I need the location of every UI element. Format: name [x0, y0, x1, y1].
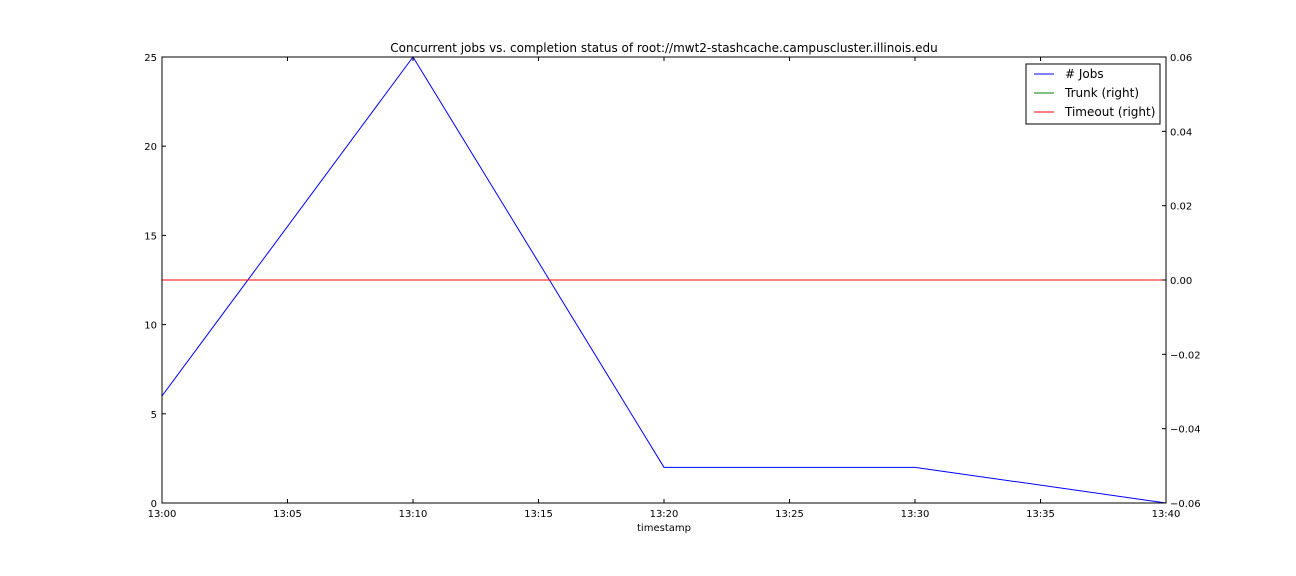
- y-right-tick-label: −0.02: [1170, 350, 1201, 361]
- x-tick-label: 13:00: [148, 509, 177, 520]
- x-tick-label: 13:20: [650, 509, 679, 520]
- x-tick-label: 13:05: [273, 509, 302, 520]
- y-right-tick-label: 0.04: [1170, 127, 1192, 138]
- y-axis-left: 0 5 10 15 20 25: [144, 53, 166, 510]
- legend-label-timeout-right: Timeout (right): [1064, 105, 1155, 119]
- y-left-tick-label: 20: [144, 142, 157, 153]
- legend: # Jobs Trunk (right) Timeout (right): [1025, 63, 1161, 125]
- chart-title: Concurrent jobs vs. completion status of…: [390, 41, 937, 55]
- y-left-tick-label: 10: [144, 321, 157, 332]
- series-layer: [161, 56, 1167, 504]
- x-tick-label: 13:35: [1026, 509, 1055, 520]
- x-axis-label: timestamp: [637, 523, 691, 534]
- y-left-tick-label: 25: [144, 53, 157, 64]
- y-axis-right: −0.06 −0.04 −0.02 0.00 0.02 0.04 0.06: [1162, 53, 1201, 510]
- series-line-jobs: [161, 56, 1167, 504]
- x-tick-label: 13:10: [399, 509, 428, 520]
- x-tick-label: 13:40: [1152, 509, 1181, 520]
- y-right-tick-label: −0.06: [1170, 499, 1201, 510]
- y-left-tick-label: 5: [151, 410, 157, 421]
- legend-label-jobs: # Jobs: [1065, 67, 1104, 81]
- y-left-tick-label: 0: [151, 499, 157, 510]
- y-left-tick-label: 15: [144, 231, 157, 242]
- x-tick-label: 13:25: [775, 509, 804, 520]
- x-tick-label: 13:15: [524, 509, 553, 520]
- y-right-tick-label: 0.00: [1170, 276, 1192, 287]
- y-right-tick-label: 0.06: [1170, 53, 1192, 64]
- x-tick-label: 13:30: [901, 509, 930, 520]
- y-right-tick-label: 0.02: [1170, 202, 1192, 213]
- x-axis: 13:00 13:05 13:10 13:15 13:20 13:25 13:30 13:35…: [148, 57, 1181, 520]
- y-right-tick-label: −0.04: [1170, 425, 1201, 436]
- legend-label-trunk-right: Trunk (right): [1064, 86, 1139, 100]
